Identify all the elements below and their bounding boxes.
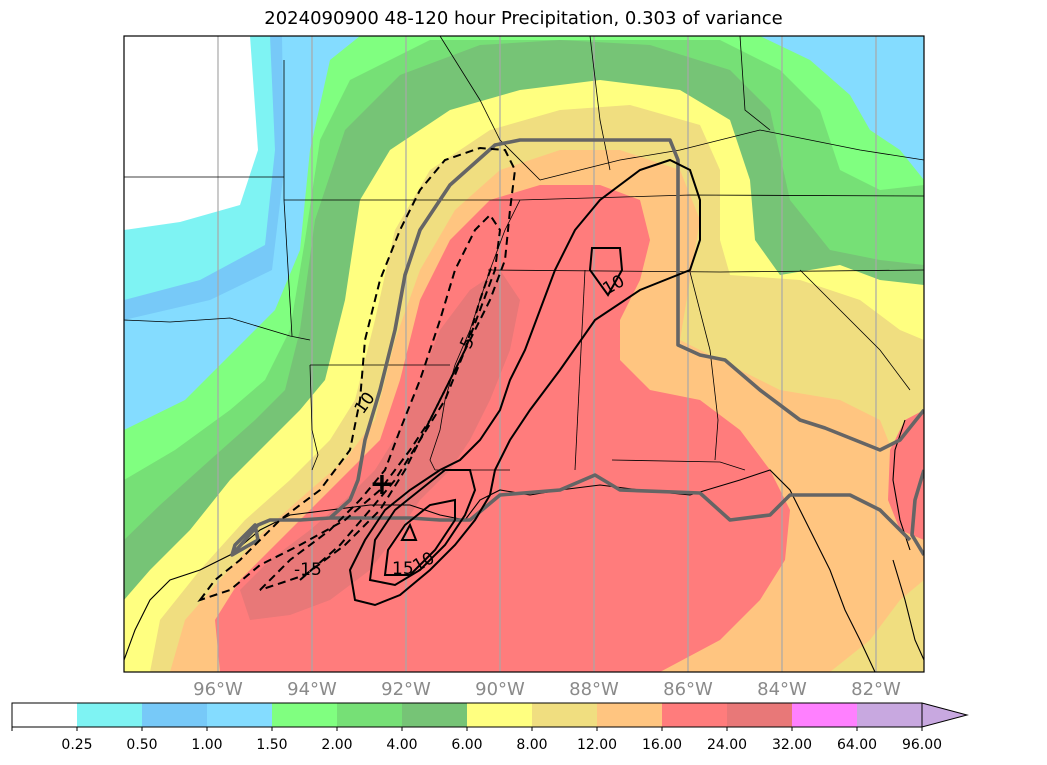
colorbar-segment (727, 703, 792, 727)
solid-contours (348, 158, 701, 607)
colorbar-segment (207, 703, 272, 727)
colorbar-label: 4.00 (386, 737, 418, 753)
colorbar-segment (857, 703, 922, 727)
colorbar-segment (402, 703, 467, 727)
lon-label: 84°W (757, 679, 807, 700)
colorbar-segment (142, 703, 207, 727)
colorbar-segment (467, 703, 532, 727)
colorbar (11, 702, 969, 731)
contour-label: 15 (392, 559, 414, 579)
map-title: 2024090900 48-120 hour Precipitation, 0.… (264, 8, 783, 29)
lon-label: 96°W (193, 679, 243, 700)
gridlines (217, 36, 877, 672)
state-boundaries (124, 36, 924, 471)
colorbar-extend-arrow (921, 702, 969, 728)
colorbar-segment (532, 703, 597, 727)
colorbar-label: 0.50 (126, 737, 158, 753)
colorbar-segment (597, 703, 662, 727)
lon-label: 86°W (663, 679, 713, 700)
colorbar-label: 96.00 (901, 737, 943, 753)
colorbar-label: 2.00 (321, 737, 353, 753)
colorbar-segment (792, 703, 857, 727)
contour-label: -15 (294, 560, 322, 580)
lon-label: 92°W (381, 679, 431, 700)
map-frame (123, 35, 925, 673)
colorbar-label: 32.00 (771, 737, 813, 753)
dashed-contours (197, 146, 517, 602)
lon-label: 90°W (475, 679, 525, 700)
lon-label: 94°W (287, 679, 337, 700)
colorbar-label: 1.00 (191, 737, 223, 753)
colorbar-label: 64.00 (836, 737, 878, 753)
colorbar-label: 12.00 (576, 737, 618, 753)
colorbar-label: 0.25 (61, 737, 93, 753)
colorbar-segment (272, 703, 337, 727)
colorbar-segment (662, 703, 727, 727)
colorbar-label: 1.50 (256, 737, 288, 753)
colorbar-segment (337, 703, 402, 727)
colorbar-segment (77, 703, 142, 727)
lon-label: 88°W (569, 679, 619, 700)
colorbar-label: 6.00 (451, 737, 483, 753)
grey-contour (230, 138, 924, 557)
colorbar-label: 24.00 (706, 737, 748, 753)
center-marker: + (369, 467, 394, 502)
colorbar-segment (12, 703, 77, 727)
colorbar-label: 16.00 (641, 737, 683, 753)
colorbar-label: 8.00 (516, 737, 548, 753)
lon-label: 82°W (851, 679, 901, 700)
